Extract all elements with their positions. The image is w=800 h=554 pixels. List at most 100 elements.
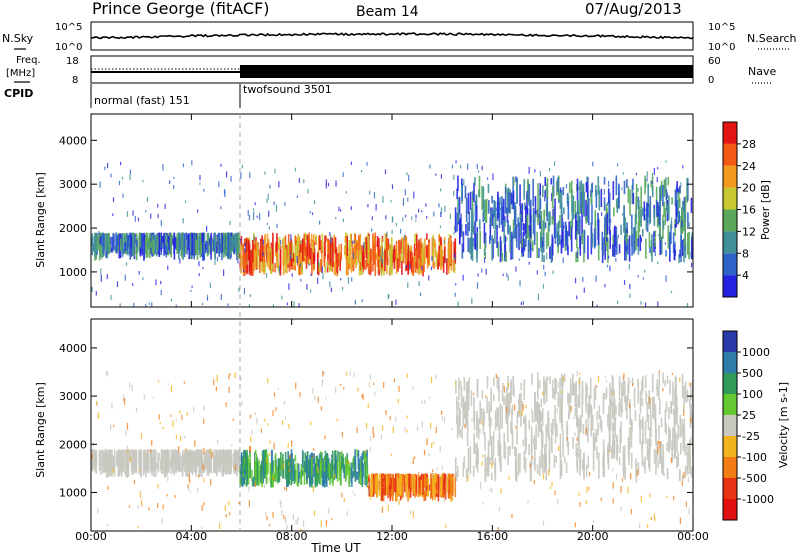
- data-cell: [581, 380, 584, 405]
- data-cell: [294, 262, 296, 271]
- data-cell: [578, 382, 581, 409]
- data-cell: [178, 232, 180, 260]
- x-tick-label: 00:00: [677, 530, 709, 543]
- scatter-cell: [514, 404, 516, 411]
- data-cell: [618, 456, 621, 465]
- freq-trace-twofsound: [240, 65, 693, 78]
- data-cell: [455, 380, 457, 394]
- data-cell: [602, 243, 605, 256]
- data-cell: [662, 184, 664, 207]
- data-cell: [471, 220, 473, 247]
- scatter-cell: [231, 243, 233, 247]
- scatter-cell: [284, 416, 287, 421]
- data-cell: [523, 378, 526, 400]
- data-cell: [318, 235, 321, 251]
- scatter-cell: [199, 174, 201, 181]
- data-cell: [356, 471, 358, 480]
- data-cell: [279, 249, 282, 276]
- data-cell: [367, 235, 370, 264]
- scatter-cell: [268, 226, 270, 230]
- scatter-cell: [249, 172, 251, 179]
- data-cell: [280, 457, 283, 471]
- scatter-cell: [310, 421, 312, 426]
- data-cell: [223, 457, 225, 467]
- data-cell: [689, 395, 691, 408]
- scatter-cell: [659, 441, 661, 448]
- data-cell: [284, 451, 287, 480]
- scatter-cell: [387, 293, 389, 300]
- scatter-cell: [267, 193, 269, 200]
- scatter-cell: [91, 454, 93, 459]
- data-cell: [645, 390, 647, 404]
- data-cell: [670, 221, 673, 229]
- data-cell: [565, 462, 568, 474]
- data-cell: [623, 445, 626, 474]
- data-cell: [278, 237, 281, 250]
- scatter-cell: [143, 465, 146, 469]
- scatter-cell: [202, 267, 204, 270]
- data-cell: [650, 414, 652, 438]
- scatter-cell: [612, 468, 614, 472]
- scatter-cell: [595, 275, 597, 282]
- data-cell: [549, 376, 551, 385]
- data-cell: [193, 232, 195, 260]
- scatter-cell: [670, 290, 673, 294]
- velocity-colorbar-swatch: [723, 352, 737, 373]
- data-cell: [244, 248, 247, 266]
- data-cell: [612, 244, 614, 257]
- data-cell: [527, 239, 530, 258]
- data-cell: [383, 481, 385, 488]
- scatter-cell: [622, 172, 624, 175]
- data-cell: [369, 489, 372, 497]
- scatter-cell: [179, 258, 181, 264]
- scatter-cell: [292, 513, 294, 521]
- data-cell: [455, 471, 458, 481]
- data-cell: [642, 207, 644, 217]
- scatter-cell: [521, 410, 523, 417]
- scatter-cell: [306, 284, 308, 290]
- data-cell: [644, 456, 646, 474]
- scatter-cell: [472, 192, 474, 200]
- scatter-cell: [476, 163, 478, 170]
- freq-tick-high: 18: [66, 56, 79, 67]
- data-cell: [454, 457, 457, 478]
- scatter-cell: [508, 475, 510, 480]
- scatter-cell: [614, 248, 616, 255]
- data-cell: [466, 394, 469, 413]
- data-cell: [321, 233, 324, 252]
- scatter-cell: [166, 494, 168, 497]
- data-cell: [312, 263, 315, 271]
- scatter-cell: [145, 303, 147, 307]
- scatter-cell: [335, 216, 337, 220]
- data-cell: [654, 404, 657, 427]
- data-cell: [486, 396, 488, 414]
- data-cell: [673, 435, 676, 459]
- data-cell: [658, 425, 660, 440]
- scatter-cell: [317, 277, 319, 284]
- data-cell: [241, 243, 244, 251]
- scatter-cell: [393, 378, 396, 383]
- scatter-cell: [157, 214, 159, 218]
- data-cell: [140, 449, 142, 478]
- data-cell: [539, 423, 542, 432]
- data-cell: [582, 183, 585, 209]
- scatter-cell: [606, 380, 608, 383]
- data-cell: [472, 238, 474, 247]
- scatter-cell: [453, 174, 455, 180]
- scatter-cell: [173, 176, 175, 180]
- data-cell: [543, 453, 546, 473]
- data-cell: [566, 230, 569, 251]
- scatter-cell: [282, 462, 284, 470]
- scatter-cell: [541, 237, 543, 242]
- data-cell: [462, 462, 465, 477]
- data-cell: [603, 177, 606, 185]
- data-cell: [475, 452, 478, 467]
- scatter-cell: [578, 492, 580, 496]
- data-cell: [143, 232, 145, 261]
- scatter-cell: [209, 448, 211, 454]
- power-colorbar-swatch: [723, 209, 737, 232]
- data-cell: [350, 256, 353, 273]
- data-cell: [581, 233, 584, 245]
- data-cell: [640, 209, 642, 227]
- data-cell: [623, 180, 626, 195]
